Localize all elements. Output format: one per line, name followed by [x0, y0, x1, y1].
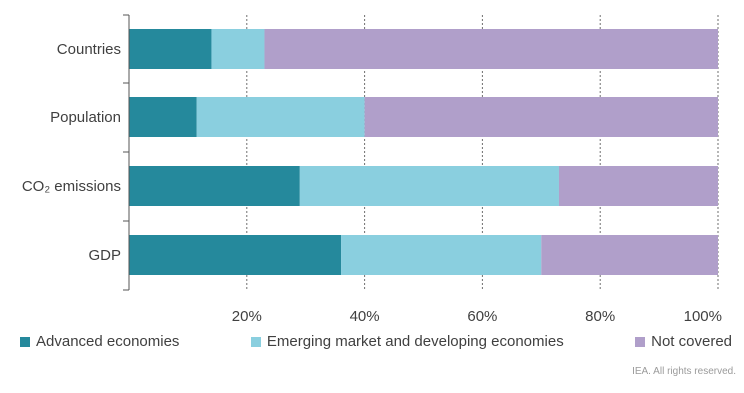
x-tick-label-2: 60%	[467, 308, 497, 325]
chart-legend: Advanced economies Emerging market and de…	[20, 333, 732, 350]
legend-label-2: Not covered	[651, 333, 732, 350]
legend-item-0: Advanced economies	[20, 333, 179, 350]
bar-1-2	[364, 97, 718, 137]
bar-0-0	[129, 29, 212, 69]
bar-3-2	[541, 235, 718, 275]
category-label-2: CO₂ emissions	[22, 178, 121, 195]
legend-swatch-2	[635, 336, 646, 347]
bar-1-0	[129, 97, 197, 137]
bar-0-1	[211, 29, 265, 69]
x-tick-label-4: 100%	[684, 308, 722, 325]
bar-3-1	[341, 235, 542, 275]
copyright-credit: IEA. All rights reserved.	[632, 366, 736, 377]
legend-item-1: Emerging market and developing economies	[250, 333, 564, 350]
legend-item-2: Not covered	[635, 333, 732, 350]
bar-0-2	[264, 29, 718, 69]
legend-label-0: Advanced economies	[36, 333, 180, 350]
category-label-3: GDP	[88, 247, 121, 264]
category-label-1: Population	[50, 109, 121, 126]
legend-swatch-1	[250, 336, 261, 347]
bar-1-1	[196, 97, 365, 137]
bar-3-0	[129, 235, 342, 275]
x-tick-label-1: 40%	[350, 308, 380, 325]
bar-2-1	[299, 166, 559, 206]
x-tick-label-0: 20%	[232, 308, 262, 325]
x-tick-label-3: 80%	[585, 308, 615, 325]
bar-2-0	[129, 166, 300, 206]
legend-swatch-0	[20, 336, 30, 347]
bar-2-2	[558, 166, 718, 206]
category-label-0: Countries	[57, 41, 121, 58]
legend-label-1: Emerging market and developing economies	[266, 333, 564, 350]
